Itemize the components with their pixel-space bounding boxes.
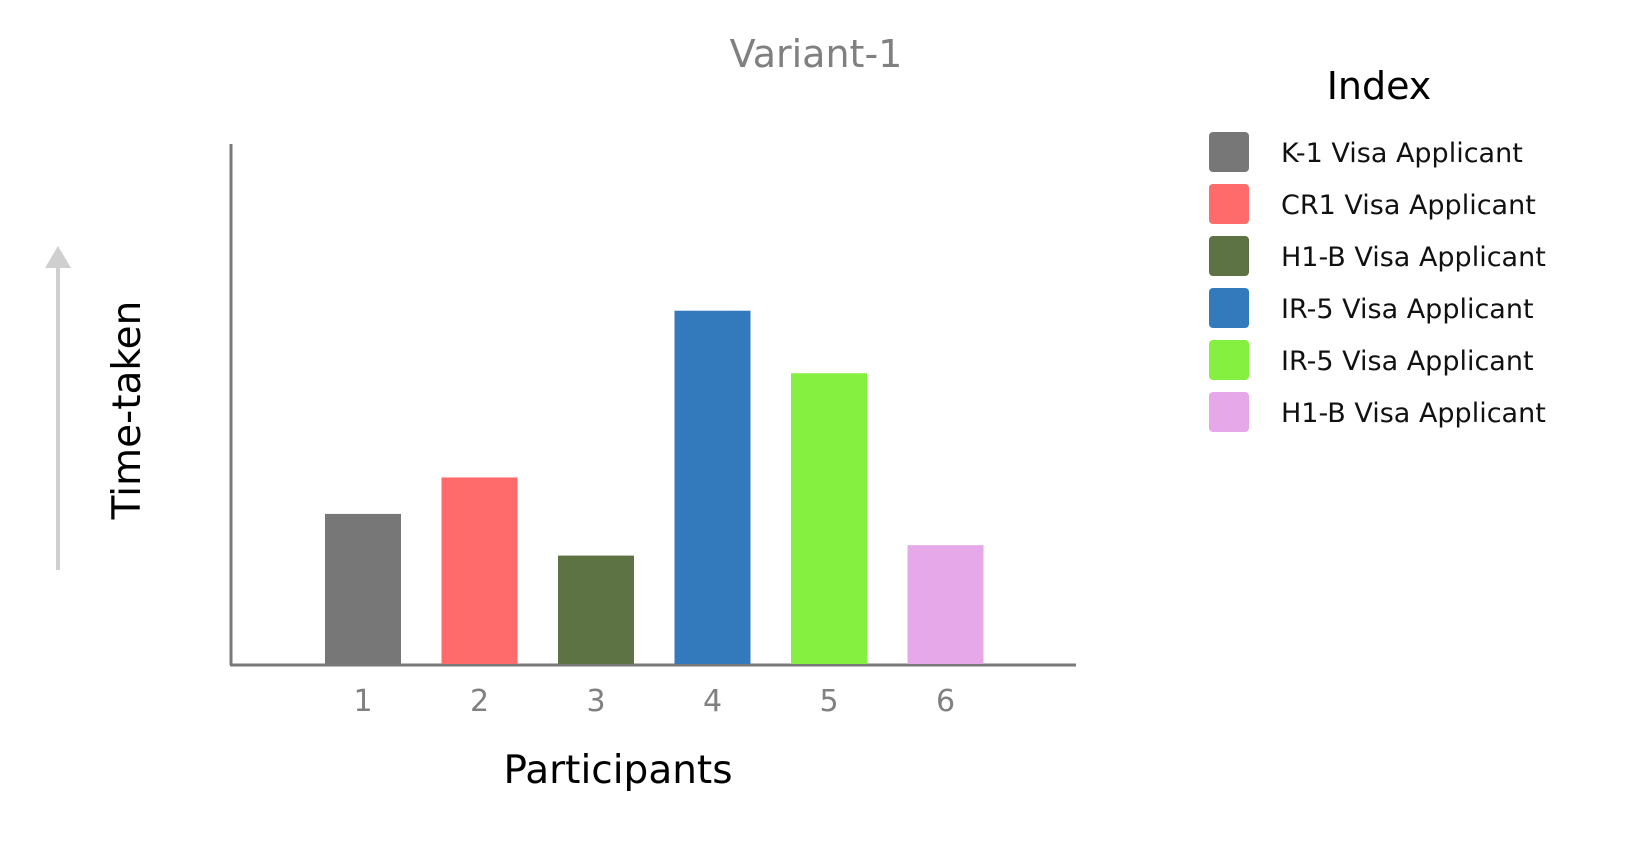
legend-label: IR-5 Visa Applicant [1281,346,1534,377]
x-axis-title: Participants [503,748,732,793]
legend-swatch [1209,132,1249,172]
x-tick-label: 6 [936,684,955,719]
y-axis-title: Time-taken [105,301,150,521]
legend-label: CR1 Visa Applicant [1281,190,1536,221]
x-tick-label: 5 [819,684,838,719]
x-tick-label: 2 [470,684,489,719]
bar-participant-5 [791,373,867,664]
legend-swatch [1209,236,1249,276]
legend-label: H1-B Visa Applicant [1281,242,1546,273]
bar-participant-3 [558,555,634,664]
x-tick-labels: 1 2 3 4 5 6 [353,684,955,719]
legend: K-1 Visa Applicant CR1 Visa Applicant H1-B… [1209,132,1546,432]
bar-participant-4 [674,310,751,664]
x-tick-label: 4 [703,684,722,719]
y-axis-arrow-icon [45,246,71,570]
legend-label: IR-5 Visa Applicant [1281,294,1534,325]
legend-swatch [1209,340,1249,380]
legend-swatch [1209,392,1249,432]
legend-title: Index [1327,64,1432,108]
chart-title: Variant-1 [730,32,903,76]
bar-participant-1 [325,513,401,664]
legend-label: H1-B Visa Applicant [1281,398,1546,429]
bar-participant-2 [441,477,518,664]
bar-participant-6 [907,545,984,664]
legend-swatch [1209,288,1249,328]
legend-swatch [1209,184,1249,224]
x-tick-label: 3 [586,684,605,719]
bars-group [325,310,984,664]
legend-label: K-1 Visa Applicant [1281,138,1523,169]
x-tick-label: 1 [353,684,372,719]
